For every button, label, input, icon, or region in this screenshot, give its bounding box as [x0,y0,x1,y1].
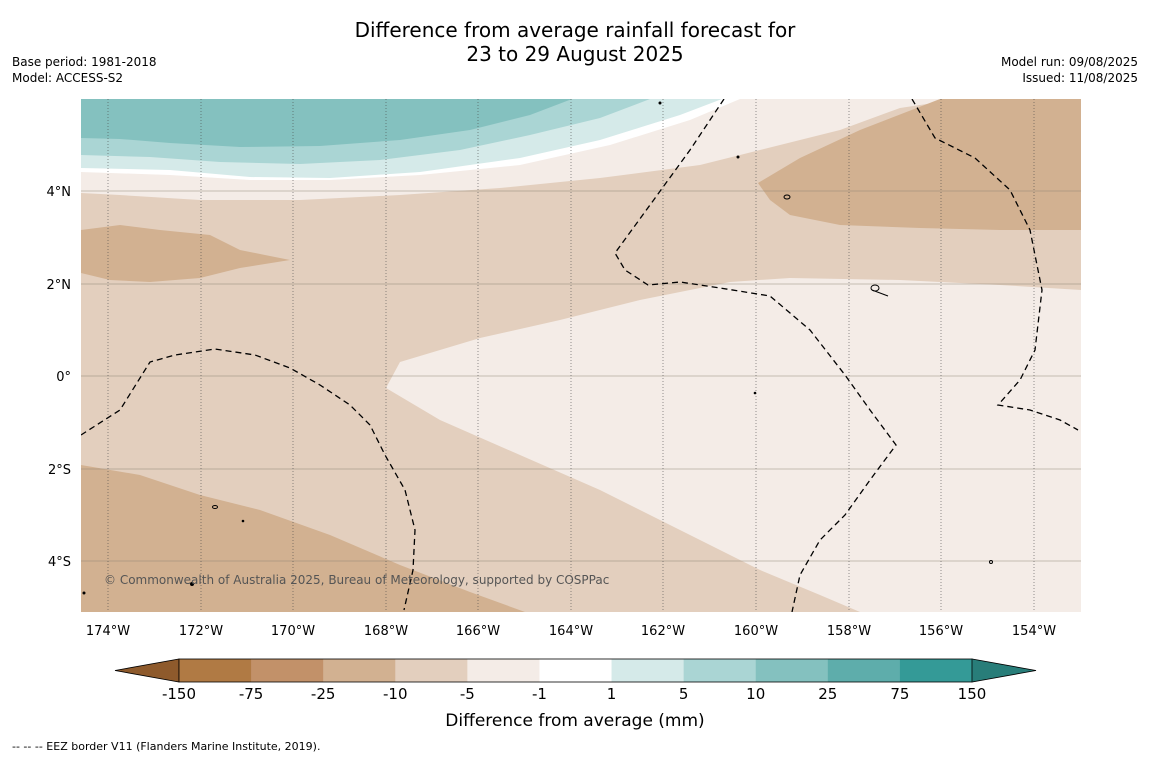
colorbar-segment [323,659,396,682]
issued-date: Issued: 11/08/2025 [1022,71,1138,85]
lat-axis-labels: 4°N 2°N 0° 2°S 4°S [47,185,72,570]
colorbar-tick-label: -1 [532,685,547,703]
lon-label: 174°W [86,624,130,639]
colorbar-segment [539,659,613,682]
islands [82,101,993,595]
colorbar-segment [827,659,901,682]
lon-label: 164°W [549,624,593,639]
colorbar-segment [899,659,973,682]
lon-label: 168°W [364,624,408,639]
lon-label: 172°W [179,624,223,639]
colorbar-segment [755,659,829,682]
lon-label: 166°W [456,624,500,639]
lon-axis-labels: 174°W 172°W 170°W 168°W 166°W 164°W 162°… [86,624,1056,639]
band-sw-minus-25 [81,465,525,612]
eez-legend: -- -- -- EEZ border V11 (Flanders Marine… [12,740,321,753]
colorbar-tick-label: 5 [679,685,689,703]
copyright-notice: © Commonwealth of Australia 2025, Bureau… [104,573,609,587]
map-title: Difference from average rainfall forecas… [0,18,1150,66]
colorbar-tick-label: -25 [311,685,336,703]
lon-label: 158°W [827,624,871,639]
colorbar-label: Difference from average (mm) [445,711,704,731]
colorbar-tick-label: 150 [958,685,987,703]
title-line-2: 23 to 29 August 2025 [466,42,684,66]
base-period: Base period: 1981-2018 [12,55,157,69]
colorbar-segment [467,659,540,682]
lat-label: 4°N [47,185,72,200]
colorbar-tick-label: 75 [890,685,909,703]
lat-label: 4°S [48,555,71,570]
lon-label: 170°W [271,624,315,639]
lat-gridlines [81,190,1081,562]
band-ne-minus-25 [758,99,1081,230]
colorbar-segment [179,659,252,682]
lat-label: 2°S [48,463,71,478]
lon-label: 154°W [1012,624,1056,639]
lat-label: 0° [56,370,71,385]
colorbar-tick-label: -5 [460,685,475,703]
colorbar-extend-high [971,658,1037,683]
colorbar-tick-label: 25 [818,685,837,703]
title-line-1: Difference from average rainfall forecas… [354,18,796,42]
rainfall-map: © Commonwealth of Australia 2025, Bureau… [81,99,1081,612]
colorbar-segment [683,659,757,682]
colorbar-tick-label: 1 [607,685,617,703]
model-run: Model run: 09/08/2025 [1000,55,1138,69]
band-north-teal-25 [81,99,572,147]
colorbar-tick-label: -75 [239,685,264,703]
colorbar: -150 -75 -25 -10 -5 -1 1 5 10 25 75 150 Difference … [114,658,1037,731]
lat-label: 2°N [47,278,72,293]
colorbar-tick-label: -150 [162,685,196,703]
colorbar-tick-label: 10 [746,685,765,703]
lon-label: 156°W [919,624,963,639]
lon-label: 162°W [641,624,685,639]
colorbar-segment [251,659,324,682]
model-name: Model: ACCESS-S2 [12,71,124,85]
colorbar-tick-label: -10 [383,685,408,703]
band-west-minus-25 [81,225,290,282]
eez-borders [81,99,1079,612]
colorbar-extend-low [114,658,180,683]
meta-left: Base period: 1981-2018 Model: ACCESS-S2 [12,54,157,86]
meta-right: Model run: 09/08/2025 Issued: 11/08/2025 [1001,54,1138,86]
band-east-minus-5 [386,278,1081,612]
colorbar-segment [395,659,468,682]
colorbar-segment [611,659,685,682]
lon-label: 160°W [734,624,778,639]
